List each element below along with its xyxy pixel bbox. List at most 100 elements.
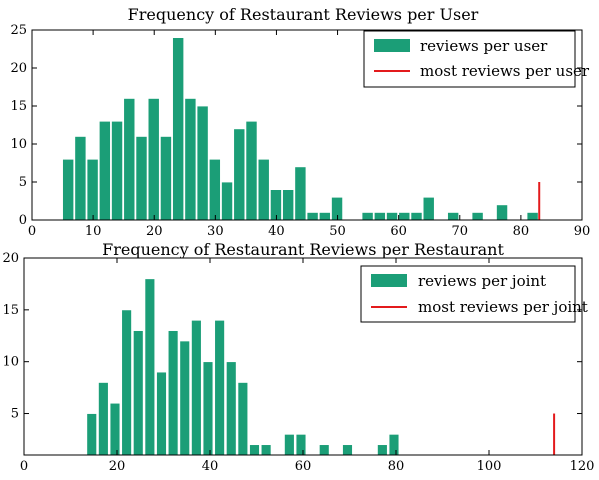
histogram-bar bbox=[237, 382, 249, 456]
histogram-bar bbox=[135, 135, 148, 221]
legend-swatch-bar bbox=[371, 274, 407, 287]
axis-ticks: 0 20 40 60 80 100 120 5 10 15 20 bbox=[2, 251, 594, 474]
histogram-bar bbox=[111, 120, 124, 221]
x-tick-label: 100 bbox=[477, 459, 502, 474]
histogram-bar bbox=[202, 361, 214, 456]
y-tick-label: 5 bbox=[11, 407, 19, 422]
chart-reviews-per-restaurant: Frequency of Restaurant Reviews per Rest… bbox=[2, 240, 594, 474]
x-tick-label: 10 bbox=[85, 224, 102, 239]
histogram-bar bbox=[98, 120, 111, 221]
x-tick-label: 20 bbox=[146, 224, 163, 239]
legend-label-most-reviews-per-user: most reviews per user bbox=[420, 62, 590, 80]
y-tick-label: 20 bbox=[2, 251, 19, 266]
x-tick-label: 30 bbox=[207, 224, 224, 239]
histogram-bars bbox=[86, 278, 400, 456]
histogram-bar bbox=[269, 189, 282, 221]
histogram-bar bbox=[422, 196, 435, 221]
histogram-bar bbox=[225, 361, 237, 456]
histogram-bar bbox=[249, 444, 260, 456]
x-tick-label: 60 bbox=[390, 224, 407, 239]
histogram-bar bbox=[376, 444, 388, 456]
histogram-bar bbox=[86, 158, 99, 221]
y-tick-label: 5 bbox=[19, 175, 27, 190]
histogram-bar bbox=[132, 330, 144, 456]
x-tick-label: 120 bbox=[570, 459, 595, 474]
y-tick-label: 0 bbox=[19, 213, 27, 228]
histogram-bar bbox=[147, 98, 160, 221]
histogram-bar bbox=[318, 211, 331, 221]
histogram-bar bbox=[98, 382, 109, 456]
x-tick-label: 80 bbox=[513, 224, 530, 239]
histogram-bar bbox=[214, 319, 225, 456]
histogram-bar bbox=[257, 158, 270, 221]
chart-reviews-per-user: Frequency of Restaurant Reviews per User… bbox=[10, 5, 590, 239]
histogram-bar bbox=[167, 330, 179, 456]
chart-title: Frequency of Restaurant Reviews per Rest… bbox=[102, 240, 504, 259]
histogram-bar bbox=[361, 211, 374, 221]
histogram-bar bbox=[74, 135, 87, 221]
histogram-bar bbox=[306, 211, 319, 221]
histogram-bar bbox=[282, 189, 295, 221]
x-tick-label: 0 bbox=[20, 459, 28, 474]
legend-label-reviews-per-user: reviews per user bbox=[420, 37, 548, 55]
histogram-bar bbox=[342, 444, 353, 456]
legend: reviews per joint most reviews per joint bbox=[360, 265, 588, 323]
y-tick-label: 15 bbox=[2, 303, 19, 318]
y-tick-label: 15 bbox=[10, 99, 27, 114]
y-tick-label: 10 bbox=[2, 355, 19, 370]
y-tick-label: 10 bbox=[10, 137, 27, 152]
x-tick-label: 50 bbox=[329, 224, 346, 239]
histogram-bar bbox=[208, 158, 221, 221]
histogram-bar bbox=[283, 433, 295, 456]
histogram-bar bbox=[62, 158, 75, 221]
histogram-bar bbox=[373, 211, 386, 221]
y-tick-label: 20 bbox=[10, 61, 27, 76]
x-tick-label: 70 bbox=[452, 224, 469, 239]
histogram-bar bbox=[233, 128, 246, 221]
histogram-bar bbox=[318, 444, 330, 456]
x-tick-label: 20 bbox=[109, 459, 126, 474]
histogram-bar bbox=[184, 98, 197, 221]
x-tick-label: 80 bbox=[388, 459, 405, 474]
plot-frame bbox=[23, 257, 583, 456]
x-tick-label: 60 bbox=[295, 459, 312, 474]
histogram-bar bbox=[172, 37, 185, 221]
chart-title: Frequency of Restaurant Reviews per User bbox=[128, 5, 479, 24]
histogram-bar bbox=[295, 433, 307, 456]
y-tick-label: 25 bbox=[10, 23, 27, 38]
x-tick-label: 90 bbox=[574, 224, 591, 239]
histogram-bar bbox=[196, 105, 209, 221]
histogram-bar bbox=[159, 135, 172, 221]
histogram-bar bbox=[294, 166, 307, 221]
histogram-bar bbox=[179, 340, 191, 456]
histogram-bar bbox=[109, 402, 121, 456]
histogram-bar bbox=[121, 309, 132, 456]
histogram-bar bbox=[398, 211, 411, 221]
x-tick-label: 0 bbox=[28, 224, 36, 239]
legend-label-most-reviews-per-joint: most reviews per joint bbox=[418, 298, 588, 316]
histogram-bar bbox=[221, 181, 234, 221]
histogram-bar bbox=[156, 371, 167, 456]
x-tick-label: 40 bbox=[202, 459, 219, 474]
histogram-bar bbox=[386, 211, 399, 221]
legend-label-reviews-per-joint: reviews per joint bbox=[418, 272, 546, 290]
histogram-bars bbox=[62, 37, 539, 221]
histogram-bar bbox=[410, 211, 423, 221]
histogram-bar bbox=[447, 211, 460, 221]
histogram-bar bbox=[471, 211, 484, 221]
histogram-bar bbox=[331, 196, 344, 221]
x-tick-label: 40 bbox=[268, 224, 285, 239]
legend: reviews per user most reviews per user bbox=[363, 30, 590, 88]
histogram-bar bbox=[86, 413, 98, 456]
histogram-bar bbox=[144, 278, 156, 456]
histogram-bar bbox=[388, 433, 400, 456]
histogram-bar bbox=[260, 444, 272, 456]
histogram-bar bbox=[123, 98, 136, 221]
axis-ticks: 0 10 20 30 40 50 60 70 80 90 0 5 10 15 20 25 bbox=[10, 23, 590, 239]
legend-swatch-bar bbox=[374, 39, 410, 52]
histogram-bar bbox=[245, 120, 258, 221]
histogram-bar bbox=[526, 211, 539, 221]
plot-frame bbox=[31, 29, 583, 221]
histogram-bar bbox=[190, 319, 202, 456]
